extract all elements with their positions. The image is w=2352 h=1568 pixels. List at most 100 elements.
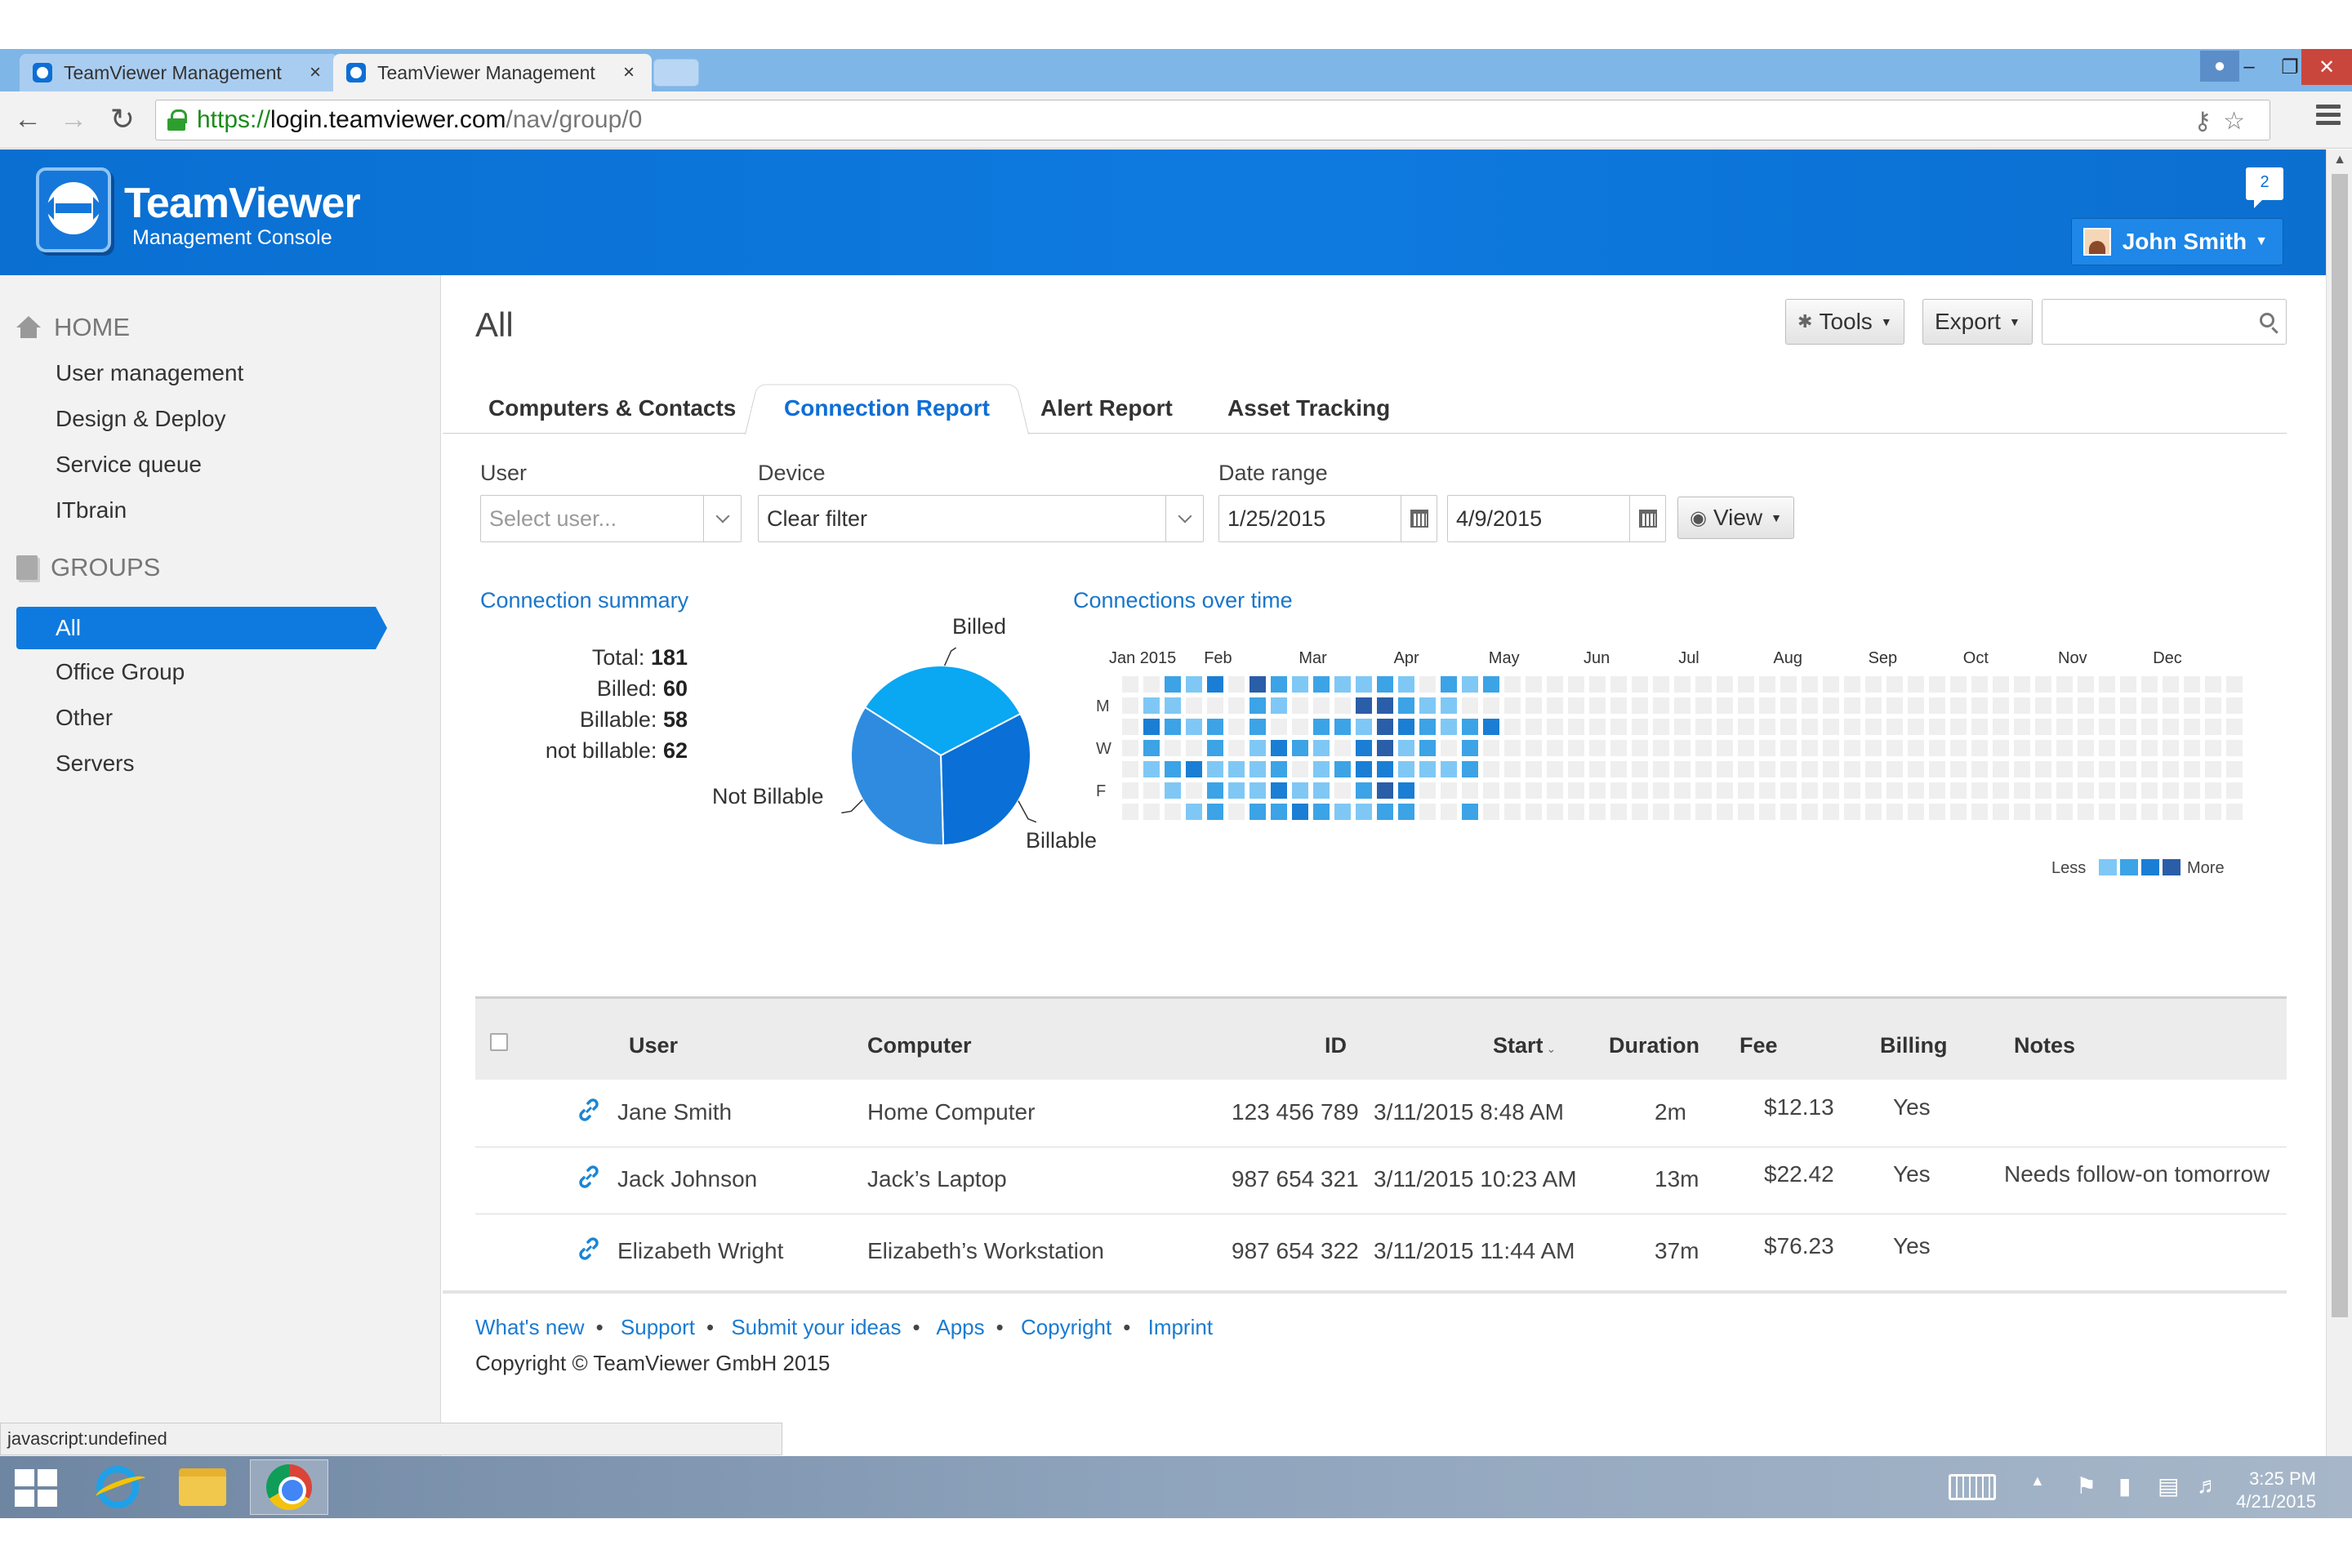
heatmap-cell[interactable] (1844, 761, 1860, 777)
heatmap-cell[interactable] (1589, 719, 1606, 735)
heatmap-cell[interactable] (1950, 804, 1967, 820)
heatmap-cell[interactable] (1823, 782, 1839, 799)
heatmap-cell[interactable] (2205, 697, 2221, 714)
link-icon[interactable] (575, 1163, 603, 1191)
profile-icon[interactable]: ● (2200, 51, 2239, 82)
heatmap-cell[interactable] (1632, 676, 1648, 693)
heatmap-cell[interactable] (1526, 804, 1542, 820)
heatmap-cell[interactable] (1632, 719, 1648, 735)
close-tab-icon[interactable]: × (622, 61, 635, 83)
heatmap-cell[interactable] (1228, 697, 1245, 714)
heatmap-cell[interactable] (1717, 782, 1733, 799)
close-tab-icon[interactable]: × (309, 61, 321, 83)
heatmap-cell[interactable] (1441, 804, 1457, 820)
heatmap-cell[interactable] (1780, 719, 1797, 735)
heatmap-cell[interactable] (2078, 740, 2094, 756)
reload-icon[interactable]: ↻ (109, 102, 136, 136)
heatmap-cell[interactable] (1993, 719, 2009, 735)
heatmap-cell[interactable] (1674, 761, 1690, 777)
heatmap-cell[interactable] (1717, 697, 1733, 714)
heatmap-cell[interactable] (2226, 740, 2243, 756)
heatmap-cell[interactable] (1993, 740, 2009, 756)
heatmap-cell[interactable] (1504, 761, 1521, 777)
heatmap-cell[interactable] (1313, 804, 1330, 820)
heatmap-cell[interactable] (1695, 719, 1712, 735)
heatmap-cell[interactable] (1993, 697, 2009, 714)
heatmap-cell[interactable] (1823, 719, 1839, 735)
heatmap-cell[interactable] (1717, 761, 1733, 777)
heatmap-cell[interactable] (2099, 782, 2115, 799)
heatmap-cell[interactable] (1547, 697, 1563, 714)
heatmap-cell[interactable] (1823, 676, 1839, 693)
column-header-computer[interactable]: Computer (867, 1033, 972, 1058)
heatmap-cell[interactable] (1568, 676, 1584, 693)
heatmap-cell[interactable] (1271, 740, 1287, 756)
search-icon[interactable] (2260, 313, 2274, 327)
heatmap-cell[interactable] (1526, 761, 1542, 777)
heatmap-cell[interactable] (2163, 740, 2179, 756)
heatmap-cell[interactable] (2014, 804, 2030, 820)
heatmap-cell[interactable] (2184, 804, 2200, 820)
heatmap-cell[interactable] (1228, 676, 1245, 693)
action-center-flag-icon[interactable]: ⚑ (2076, 1473, 2097, 1499)
heatmap-cell[interactable] (2141, 782, 2158, 799)
device-select[interactable]: Clear filter (758, 495, 1204, 542)
close-window-button[interactable]: ✕ (2301, 49, 2352, 85)
scroll-up-icon[interactable]: ▲ (2333, 153, 2346, 167)
footer-link-imprint[interactable]: Imprint (1147, 1315, 1214, 1339)
heatmap-cell[interactable] (2056, 719, 2073, 735)
heatmap-cell[interactable] (2099, 676, 2115, 693)
heatmap-cell[interactable] (1165, 740, 1181, 756)
heatmap-cell[interactable] (1971, 697, 1988, 714)
browser-tab-1[interactable]: TeamViewer Management × (20, 54, 338, 91)
heatmap-cell[interactable] (1632, 697, 1648, 714)
heatmap-cell[interactable] (2078, 697, 2094, 714)
heatmap-cell[interactable] (1250, 697, 1266, 714)
heatmap-cell[interactable] (1313, 676, 1330, 693)
heatmap-cell[interactable] (1441, 740, 1457, 756)
heatmap-cell[interactable] (1738, 761, 1754, 777)
tab-asset-tracking[interactable]: Asset Tracking (1227, 395, 1391, 421)
heatmap-cell[interactable] (1802, 740, 1818, 756)
heatmap-cell[interactable] (1462, 740, 1478, 756)
heatmap-cell[interactable] (1313, 761, 1330, 777)
heatmap-cell[interactable] (1441, 761, 1457, 777)
heatmap-cell[interactable] (1271, 697, 1287, 714)
heatmap-cell[interactable] (1589, 804, 1606, 820)
heatmap-cell[interactable] (1356, 782, 1372, 799)
heatmap-cell[interactable] (1610, 761, 1627, 777)
heatmap-cell[interactable] (1356, 740, 1372, 756)
heatmap-cell[interactable] (1780, 697, 1797, 714)
heatmap-cell[interactable] (1292, 761, 1308, 777)
heatmap-cell[interactable] (2184, 719, 2200, 735)
heatmap-cell[interactable] (1143, 740, 1160, 756)
heatmap-cell[interactable] (1462, 782, 1478, 799)
column-header-start[interactable]: Start ⌄ (1493, 1033, 1557, 1058)
heatmap-cell[interactable] (1292, 782, 1308, 799)
heatmap-cell[interactable] (1250, 782, 1266, 799)
column-header-id[interactable]: ID (1325, 1033, 1347, 1058)
heatmap-cell[interactable] (1186, 719, 1202, 735)
heatmap-cell[interactable] (2163, 676, 2179, 693)
heatmap-cell[interactable] (2014, 740, 2030, 756)
heatmap-cell[interactable] (1717, 719, 1733, 735)
heatmap-cell[interactable] (2014, 719, 2030, 735)
heatmap-cell[interactable] (1122, 761, 1138, 777)
heatmap-cell[interactable] (2056, 761, 2073, 777)
heatmap-cell[interactable] (1632, 804, 1648, 820)
heatmap-cell[interactable] (2120, 782, 2136, 799)
volume-icon[interactable]: ♬ (2197, 1472, 2220, 1498)
heatmap-cell[interactable] (1483, 740, 1499, 756)
heatmap-cell[interactable] (2141, 697, 2158, 714)
heatmap-cell[interactable] (1886, 740, 1903, 756)
heatmap-cell[interactable] (2056, 782, 2073, 799)
pie-slice-billed[interactable] (863, 665, 1022, 757)
heatmap-cell[interactable] (1122, 719, 1138, 735)
heatmap-cell[interactable] (1186, 804, 1202, 820)
heatmap-cell[interactable] (1929, 719, 1945, 735)
heatmap-cell[interactable] (1504, 719, 1521, 735)
heatmap-cell[interactable] (1207, 782, 1223, 799)
heatmap-cell[interactable] (1441, 719, 1457, 735)
heatmap-cell[interactable] (1377, 761, 1393, 777)
heatmap-cell[interactable] (2205, 719, 2221, 735)
